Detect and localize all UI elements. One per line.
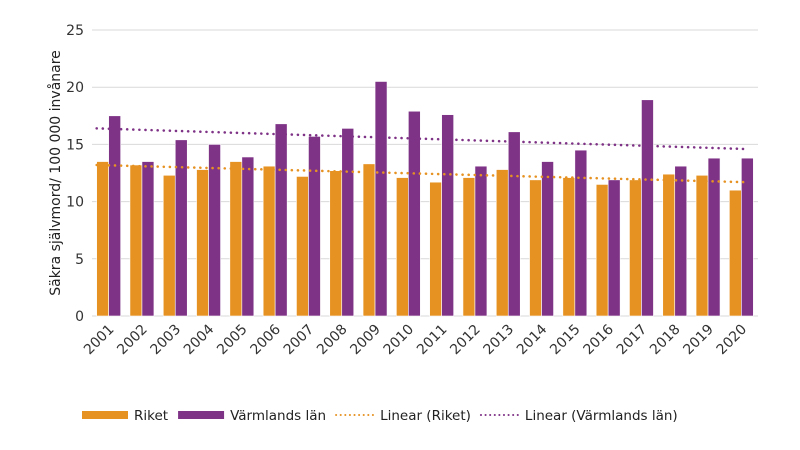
- x-tick-label: 2008: [314, 322, 351, 359]
- bar-varmland-2014: [541, 161, 554, 317]
- bar-riket-2008: [329, 170, 343, 317]
- bar-varmland-2012: [474, 165, 488, 317]
- bar-riket-2011: [429, 181, 442, 317]
- bar-riket-2010: [396, 177, 409, 317]
- bar-varmland-2019: [707, 157, 721, 317]
- legend-label: Linear (Värmlands län): [525, 408, 678, 424]
- bar-varmland-2006: [274, 123, 288, 317]
- y-tick-label: 10: [66, 195, 84, 211]
- bar-riket-2015: [562, 177, 576, 317]
- bar-varmland-2011: [441, 114, 454, 317]
- legend-swatch: [82, 411, 128, 419]
- y-tick-label: 0: [75, 309, 84, 325]
- x-tick-label: 2014: [514, 321, 551, 358]
- bar-varmland-2016: [607, 179, 621, 317]
- bar-varmland-2017: [641, 99, 654, 317]
- trendline-riket: [95, 163, 747, 184]
- bar-varmland-2005: [241, 156, 255, 317]
- bar-varmland-2018: [674, 165, 688, 317]
- bar-riket-2007: [296, 176, 309, 317]
- x-tick-label: 2013: [481, 322, 518, 359]
- legend-label: Linear (Riket): [380, 408, 471, 424]
- bar-riket-2019: [695, 174, 709, 317]
- x-tick-label: 2002: [114, 322, 151, 359]
- y-tick-label: 20: [66, 80, 84, 96]
- x-tick-label: 2018: [647, 322, 684, 359]
- x-tick-label: 2001: [81, 322, 118, 359]
- trendline-varmland: [95, 127, 747, 151]
- bar-varmland-2002: [141, 161, 155, 317]
- bar-riket-2004: [196, 169, 209, 317]
- bar-riket-2013: [495, 169, 509, 317]
- bar-riket-2018: [662, 173, 676, 317]
- x-axis-ticks: 2001200220032004200520062007200820092010…: [81, 321, 750, 358]
- x-tick-label: 2020: [714, 322, 751, 359]
- bar-varmland-2004: [208, 144, 221, 317]
- y-tick-label: 5: [75, 252, 84, 268]
- legend: Riket Värmlands län Linear (Riket) Linear (…: [82, 408, 678, 424]
- y-tick-label: 15: [66, 137, 84, 153]
- x-tick-label: 2012: [447, 322, 484, 359]
- x-tick-label: 2011: [414, 322, 451, 359]
- bar-varmland-2013: [507, 131, 521, 317]
- bar-varmland-2008: [341, 128, 355, 317]
- legend-label: Riket: [134, 408, 168, 424]
- bar-riket-2017: [629, 179, 642, 317]
- bar-riket-2014: [529, 179, 542, 317]
- bar-riket-2005: [229, 161, 243, 317]
- x-tick-label: 2009: [347, 322, 384, 359]
- x-tick-label: 2004: [181, 321, 218, 358]
- legend-label: Värmlands län: [230, 408, 326, 424]
- bar-riket-2016: [595, 184, 609, 317]
- bar-varmland-2003: [174, 139, 188, 317]
- bar-riket-2006: [262, 165, 276, 317]
- bar-varmland-2015: [574, 149, 588, 317]
- bar-riket-2003: [162, 174, 176, 317]
- legend-swatch: [178, 411, 225, 419]
- x-tick-label: 2019: [680, 322, 717, 359]
- x-tick-label: 2003: [148, 322, 185, 359]
- bar-varmland-2001: [108, 115, 121, 317]
- x-tick-label: 2016: [580, 321, 617, 358]
- x-tick-label: 2015: [547, 322, 584, 359]
- bar-varmland-2020: [741, 157, 754, 317]
- bar-riket-2012: [462, 177, 476, 317]
- y-axis-title: Säkra självmord/ 100 000 invånare: [47, 50, 64, 296]
- bar-varmland-2007: [308, 136, 321, 317]
- x-tick-label: 2005: [214, 322, 251, 359]
- bar-varmland-2009: [374, 81, 388, 317]
- bar-varmland-2010: [408, 110, 421, 317]
- y-axis-ticks: 0 5 10 15 20 25: [66, 23, 84, 325]
- x-tick-label: 2007: [281, 322, 318, 359]
- bars: [96, 81, 754, 317]
- x-tick-label: 2006: [247, 321, 284, 358]
- y-tick-label: 25: [66, 23, 84, 39]
- bar-riket-2001: [96, 161, 109, 317]
- x-tick-label: 2017: [614, 322, 651, 359]
- bar-riket-2002: [129, 164, 143, 317]
- bar-riket-2020: [729, 189, 742, 317]
- x-tick-label: 2010: [381, 322, 418, 359]
- bar-riket-2009: [362, 163, 376, 317]
- trendlines: [95, 127, 747, 184]
